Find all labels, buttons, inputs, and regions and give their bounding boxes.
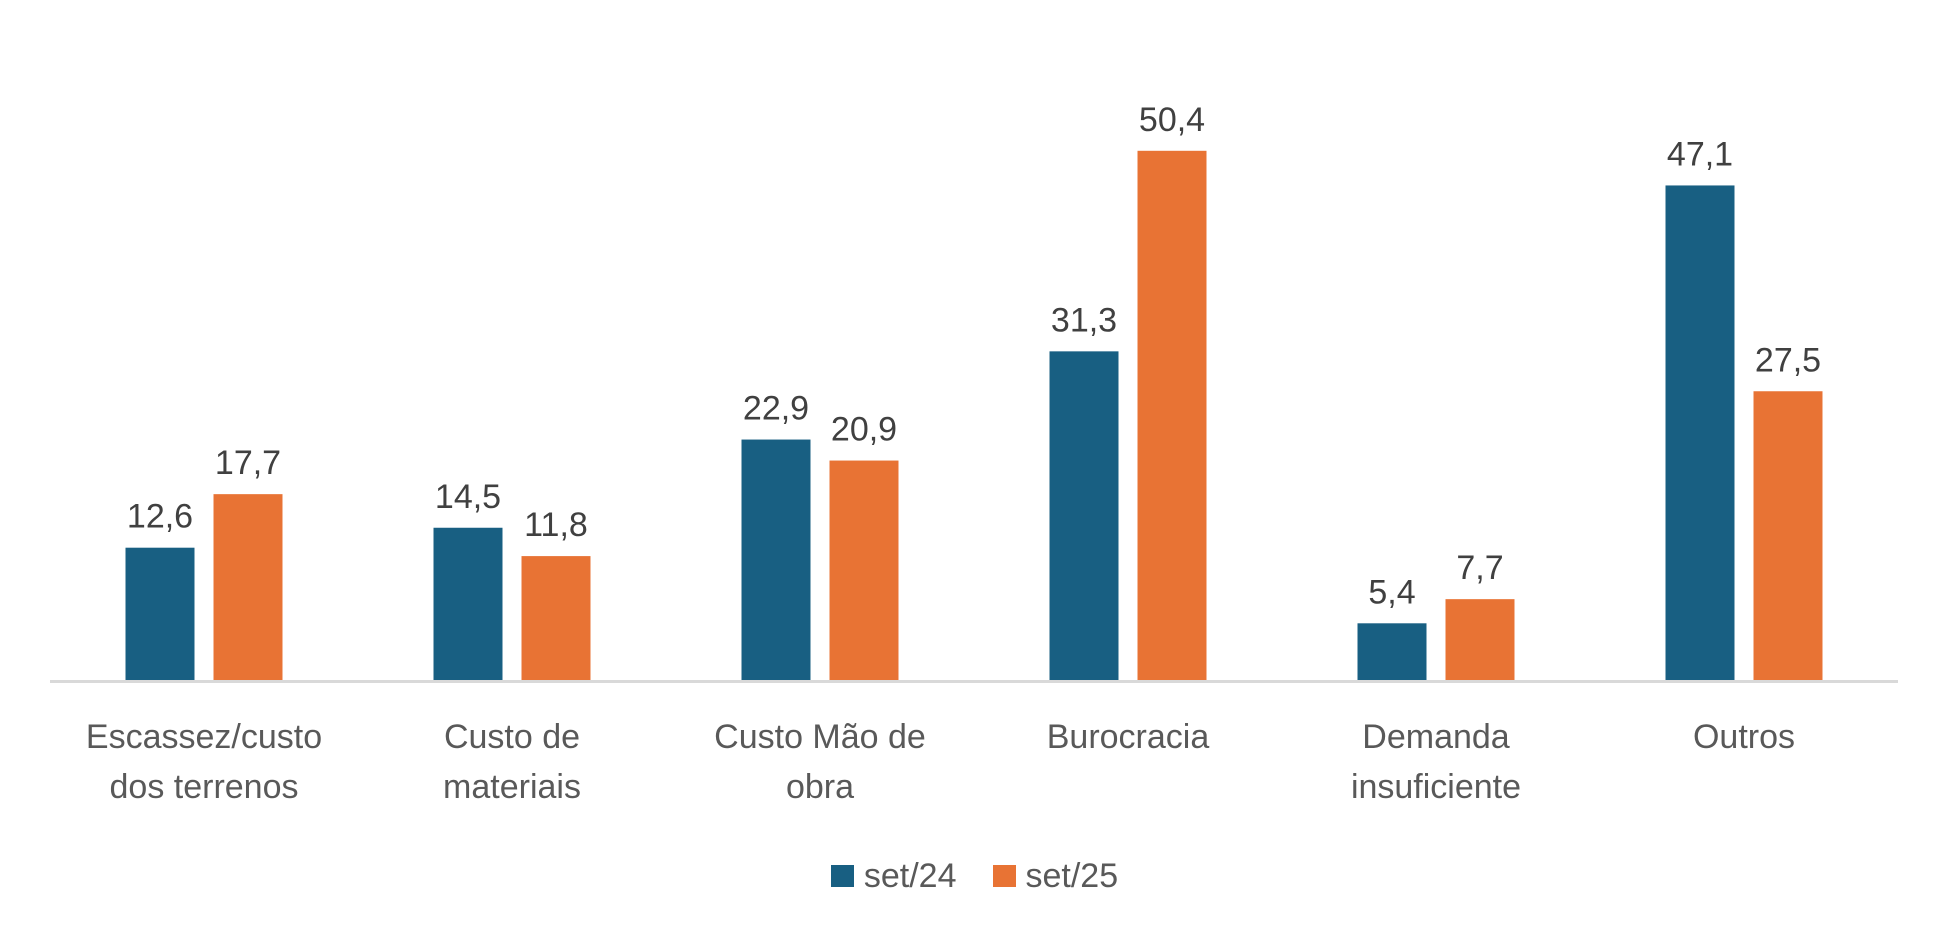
category-label-1-line-0: Custo de: [444, 718, 580, 756]
category-label-3-line-0: Burocracia: [1047, 718, 1210, 756]
data-labels-group: 12,6 17,7 14,5 11,8 22,9 20,9 31,3 50,4 5,4 7,7 47…: [127, 101, 1821, 611]
bar-set25-4: [1445, 599, 1515, 680]
legend-label-set25: set/25: [1025, 857, 1119, 895]
legend: set/24 set/25: [0, 856, 1949, 896]
legend-swatch-set24: [830, 865, 854, 887]
bar-set24-1: [433, 527, 503, 680]
category-labels-group: Escassez/custo dos terrenos Custo de materi…: [86, 718, 1795, 806]
category-label-0-line-1: dos terrenos: [110, 768, 299, 806]
category-label-2-line-1: obra: [786, 768, 854, 806]
data-label-set24-3: 31,3: [1051, 301, 1117, 339]
data-label-set25-5: 27,5: [1755, 341, 1821, 379]
bar-set25-3: [1137, 150, 1207, 681]
data-label-set24-0: 12,6: [127, 498, 193, 536]
data-label-set24-2: 22,9: [743, 390, 809, 428]
bar-set24-5: [1665, 185, 1735, 680]
legend-item-set25: set/25: [992, 856, 1119, 896]
legend-label-set24: set/24: [863, 857, 957, 895]
legend-item-set24: set/24: [830, 856, 957, 896]
bars-group: [125, 150, 1823, 681]
data-label-set25-2: 20,9: [831, 411, 897, 449]
data-label-set25-3: 50,4: [1139, 101, 1205, 139]
bar-set24-4: [1357, 623, 1427, 680]
category-label-1-line-1: materiais: [443, 768, 581, 806]
data-label-set25-0: 17,7: [215, 444, 281, 482]
category-label-4-line-1: insuficiente: [1351, 768, 1521, 806]
data-label-set24-1: 14,5: [435, 478, 501, 516]
bar-set24-2: [741, 439, 811, 680]
legend-swatch-set25: [992, 865, 1016, 887]
data-label-set25-1: 11,8: [524, 506, 588, 544]
category-label-4-line-0: Demanda: [1362, 718, 1510, 756]
data-label-set24-4: 5,4: [1368, 573, 1415, 611]
bar-set25-2: [829, 460, 899, 680]
bar-set25-5: [1753, 391, 1823, 680]
category-label-0-line-0: Escassez/custo: [86, 718, 322, 756]
data-label-set25-4: 7,7: [1456, 549, 1503, 587]
data-label-set24-5: 47,1: [1667, 135, 1733, 173]
bar-set24-0: [125, 547, 195, 680]
bar-set25-0: [213, 494, 283, 680]
bar-set24-3: [1049, 351, 1119, 680]
category-label-5-line-0: Outros: [1693, 718, 1795, 756]
bar-set25-1: [521, 556, 591, 680]
category-label-2-line-0: Custo Mão de: [714, 718, 926, 756]
